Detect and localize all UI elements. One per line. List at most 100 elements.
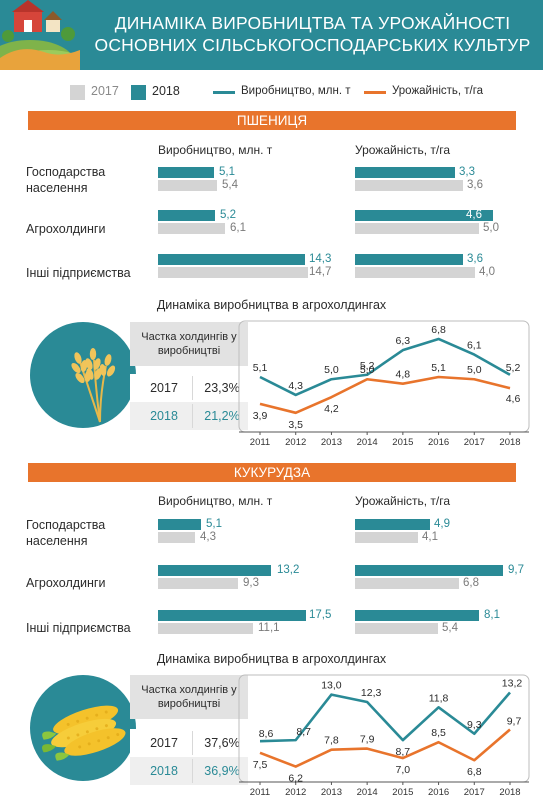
data-label: 9,3 [467, 719, 482, 731]
x-tick-label: 2018 [499, 787, 520, 798]
data-label: 6,2 [288, 773, 303, 785]
wheat-share-box: Частка холдингів у виробництві 2017 23,3… [22, 322, 352, 430]
bar-2017 [355, 223, 479, 234]
data-label: 7,5 [253, 759, 268, 771]
data-label: 3,5 [288, 419, 303, 431]
wheat-share-row-2017: 2017 23,3% [130, 374, 248, 402]
bar-value-2017: 11,1 [258, 622, 280, 634]
data-label: 8,6 [259, 728, 274, 740]
corn-share-title: Частка холдингів у виробництві [130, 675, 248, 719]
wheat-icon [71, 348, 116, 423]
legend: 2017 2018 Виробництво, млн. т Урожайніст… [0, 82, 543, 102]
x-tick-label: 2015 [392, 437, 413, 448]
bar-value-2018: 5,1 [219, 166, 235, 178]
bar-2018 [355, 565, 503, 576]
data-label: 6,8 [431, 324, 446, 336]
bar-2018 [355, 610, 479, 621]
chart-frame [238, 674, 530, 783]
data-label: 7,8 [324, 735, 339, 747]
data-label: 5,0 [324, 364, 339, 376]
yield-line [259, 728, 511, 768]
data-label: 6,1 [467, 340, 482, 352]
corn-icon [42, 705, 126, 761]
yield-line [259, 375, 511, 415]
bar-value-2017: 4,1 [422, 531, 438, 543]
bar-value-2018: 8,1 [484, 609, 500, 621]
data-label: 8,7 [296, 726, 311, 738]
bar-value-2018: 4,6 [466, 209, 482, 221]
bar-2018 [158, 210, 215, 221]
data-label: 5,1 [253, 362, 268, 374]
data-label: 13,0 [321, 680, 342, 692]
bar-value-2018: 3,6 [467, 253, 483, 265]
corn-col-yield: Урожайність, т/га [355, 494, 451, 508]
bar-2017 [355, 532, 418, 543]
bar-2017 [158, 180, 217, 191]
corn-share-box: Частка холдингів у виробництві 2017 37,6… [22, 675, 352, 785]
bar-value-2017: 6,1 [230, 222, 246, 234]
share-percent: 23,3% [204, 381, 240, 395]
x-tick-label: 2012 [285, 787, 306, 798]
x-tick-label: 2017 [464, 787, 485, 798]
farm-icon [0, 0, 80, 70]
bar-2018 [158, 167, 214, 178]
share-year: 2018 [150, 409, 178, 423]
legend-2018-label: 2018 [152, 84, 180, 98]
bar-value-2017: 3,6 [467, 179, 483, 191]
x-tick-label: 2013 [321, 787, 342, 798]
wheat-row-label: Інші підприємства [26, 266, 131, 280]
bar-2018 [158, 519, 201, 530]
data-label: 3,9 [253, 410, 268, 422]
x-tick-label: 2014 [357, 787, 378, 798]
bar-value-2017: 14,7 [309, 266, 332, 278]
corn-chart-title: Динаміка виробництва в агрохолдингах [156, 652, 387, 666]
corn-row-label: Інші підприємства [26, 621, 131, 635]
production-line [259, 691, 511, 743]
bar-value-2017: 4,3 [200, 531, 216, 543]
x-tick-label: 2014 [357, 437, 378, 448]
bar-value-2017: 5,0 [483, 222, 499, 234]
bar-value-2018: 3,3 [459, 166, 475, 178]
x-tick-label: 2011 [250, 437, 270, 448]
bar-2017 [158, 267, 308, 278]
corn-row-label: Господарства населення [26, 518, 106, 548]
wheat-share-row-2018: 2018 21,2% [130, 402, 248, 430]
corn-circle [30, 675, 136, 781]
legend-2017-label: 2017 [91, 84, 119, 98]
bar-value-2017: 4,0 [479, 266, 495, 278]
data-label: 4,2 [324, 403, 339, 415]
bar-value-2018: 5,2 [220, 209, 236, 221]
share-divider [192, 759, 193, 783]
x-tick-label: 2016 [428, 787, 449, 798]
bar-value-2018: 13,2 [277, 564, 300, 576]
chart-frame [238, 320, 530, 433]
bar-value-2017: 5,4 [222, 179, 238, 191]
legend-2017-swatch [70, 85, 85, 100]
share-year: 2017 [150, 736, 178, 750]
x-tick-label: 2015 [392, 787, 413, 798]
data-label: 5,0 [467, 364, 482, 376]
bar-2017 [355, 267, 475, 278]
share-percent: 21,2% [204, 409, 240, 423]
data-label: 5,2 [506, 362, 521, 374]
bar-2018 [355, 210, 493, 221]
bar-value-2017: 5,4 [442, 622, 458, 634]
bar-value-2018: 17,5 [309, 609, 332, 621]
wheat-chart-title: Динаміка виробництва в агрохолдингах [156, 298, 387, 312]
wheat-share-title: Частка холдингів у виробництві [130, 322, 248, 366]
bar-2018 [158, 254, 305, 265]
corn-share-row-2018: 2018 36,9% [130, 757, 248, 785]
data-label: 6,3 [396, 335, 411, 347]
bar-2018 [355, 167, 455, 178]
x-tick-label: 2016 [428, 437, 449, 448]
data-label: 4,8 [396, 369, 411, 381]
x-tick-label: 2018 [499, 437, 520, 448]
legend-production-line [213, 91, 235, 94]
corn-col-production: Виробництво, млн. т [158, 494, 273, 508]
bar-2018 [158, 565, 271, 576]
data-label: 5,1 [431, 362, 446, 374]
bar-2018 [158, 610, 306, 621]
bar-value-2017: 6,8 [463, 577, 479, 589]
legend-yield-line [364, 91, 386, 94]
share-divider [192, 731, 193, 755]
